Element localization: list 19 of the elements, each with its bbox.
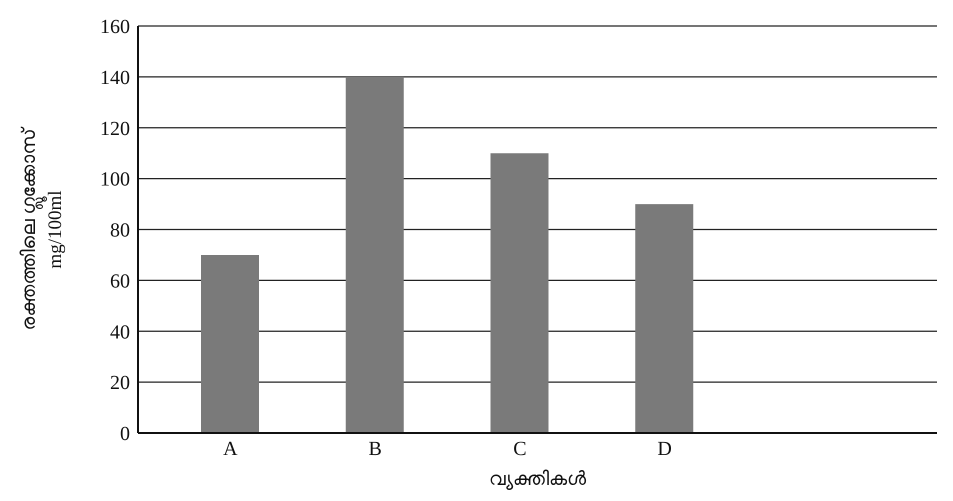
bar — [490, 153, 548, 433]
bar — [635, 204, 694, 433]
y-tick-label: 120 — [100, 118, 130, 140]
y-tick-label: 160 — [100, 16, 130, 38]
y-tick-label: 40 — [110, 321, 130, 344]
x-axis-title: വ്യക്തികൾ — [489, 469, 587, 490]
y-tick-label: 80 — [110, 220, 130, 242]
x-tick-label: B — [368, 438, 382, 460]
x-tick-label: C — [513, 438, 527, 460]
y-tick-label: 60 — [110, 270, 130, 292]
x-tick-label: A — [223, 438, 238, 460]
y-tick-label: 140 — [100, 66, 130, 89]
bar — [346, 76, 404, 433]
y-axis-title: രക്തത്തിലെ ഗ്ലൂക്കോസ് mg/100ml — [19, 126, 66, 330]
bar — [201, 254, 259, 433]
y-tick-label: 0 — [120, 423, 130, 446]
y-tick-label: 20 — [110, 372, 130, 394]
y-tick-label: 100 — [100, 168, 130, 191]
x-tick-label: D — [657, 438, 672, 460]
